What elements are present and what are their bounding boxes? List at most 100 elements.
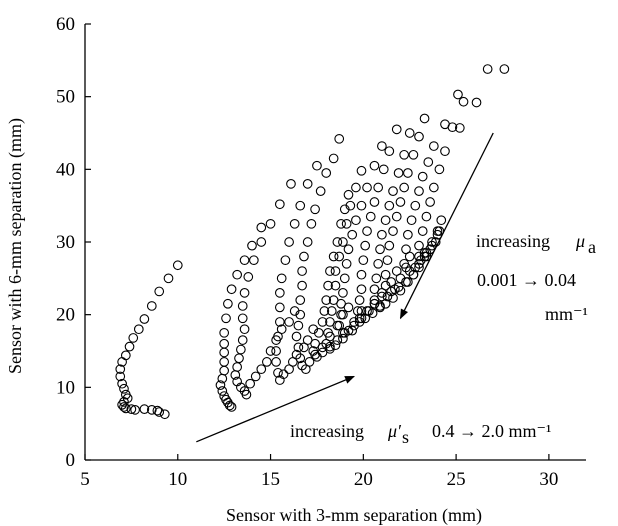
data-point xyxy=(241,389,252,400)
data-point xyxy=(230,370,241,380)
data-point xyxy=(273,331,283,342)
y-tick-label: 40 xyxy=(56,159,75,180)
data-point xyxy=(273,367,283,378)
data-point xyxy=(297,266,307,276)
data-point xyxy=(447,122,458,133)
data-point xyxy=(328,251,339,262)
mus-annotation-sub: s xyxy=(402,427,409,447)
series-10 xyxy=(369,128,430,313)
data-point xyxy=(250,371,261,382)
data-point xyxy=(119,402,129,412)
data-point xyxy=(221,313,231,324)
data-point xyxy=(336,298,346,309)
data-point xyxy=(256,364,267,375)
data-point xyxy=(343,189,354,200)
data-point xyxy=(319,306,330,316)
data-point xyxy=(219,327,230,338)
data-point xyxy=(223,298,233,309)
y-axis-title: Sensor with 6-mm separation (mm) xyxy=(5,118,26,374)
data-point xyxy=(336,309,346,320)
x-axis-title: Sensor with 3-mm separation (mm) xyxy=(226,505,482,526)
data-point xyxy=(338,309,348,320)
y-tick-label: 60 xyxy=(56,14,75,35)
data-point xyxy=(286,179,296,189)
data-point xyxy=(302,179,313,189)
data-point xyxy=(373,182,384,193)
data-point xyxy=(239,288,250,298)
data-point xyxy=(217,373,228,384)
data-point xyxy=(360,313,371,324)
data-point xyxy=(427,237,437,247)
data-point xyxy=(347,229,358,240)
data-point xyxy=(130,405,140,415)
data-point xyxy=(408,269,419,280)
data-point xyxy=(284,317,294,327)
x-tick-label: 5 xyxy=(80,469,90,490)
data-point xyxy=(401,277,411,287)
data-point xyxy=(369,160,380,171)
series-14 xyxy=(440,64,510,133)
data-point xyxy=(271,357,281,367)
data-point xyxy=(236,344,246,355)
series-1 xyxy=(115,260,183,420)
data-point xyxy=(367,308,378,319)
data-point xyxy=(159,409,170,420)
data-point xyxy=(261,357,272,367)
series-12 xyxy=(399,141,447,276)
data-point xyxy=(377,141,387,151)
data-point xyxy=(358,255,369,266)
data-point xyxy=(278,369,289,380)
data-point xyxy=(386,286,397,297)
data-point xyxy=(375,244,385,255)
data-point xyxy=(295,309,306,320)
data-point xyxy=(384,146,395,157)
data-point xyxy=(384,240,395,251)
data-point xyxy=(360,240,371,251)
data-point xyxy=(336,218,346,229)
data-point xyxy=(126,404,137,414)
data-point xyxy=(328,153,339,164)
data-point xyxy=(280,255,291,266)
data-point xyxy=(323,280,333,291)
data-point xyxy=(380,269,391,280)
data-point xyxy=(377,229,387,240)
data-point xyxy=(133,324,144,335)
data-point xyxy=(341,258,352,269)
data-point xyxy=(369,295,380,305)
mua-arrow xyxy=(399,132,494,320)
data-point xyxy=(299,251,309,262)
data-point xyxy=(124,341,135,352)
arrows xyxy=(196,132,494,443)
data-point xyxy=(414,251,424,262)
series-5 xyxy=(291,133,354,375)
data-point xyxy=(236,382,246,393)
data-point xyxy=(338,327,348,338)
data-point xyxy=(243,272,254,282)
data-point xyxy=(369,284,380,295)
data-point xyxy=(425,197,435,207)
data-point xyxy=(423,157,434,167)
data-point xyxy=(237,301,248,311)
data-point xyxy=(356,200,367,211)
data-point xyxy=(417,226,428,236)
data-point xyxy=(421,211,432,222)
data-point xyxy=(284,237,294,247)
data-point xyxy=(115,371,126,382)
data-point xyxy=(117,378,127,389)
mua-annotation-sub: a xyxy=(588,237,596,257)
data-point xyxy=(440,146,450,157)
data-point xyxy=(332,237,343,247)
data-point xyxy=(428,141,439,151)
data-point xyxy=(234,353,244,364)
data-point xyxy=(117,399,127,410)
data-point xyxy=(310,338,320,349)
data-point xyxy=(330,266,341,276)
y-tick-label: 10 xyxy=(56,377,75,398)
data-point xyxy=(219,338,230,349)
series-2 xyxy=(215,222,267,412)
data-point xyxy=(414,262,424,273)
data-point xyxy=(351,215,361,226)
data-point xyxy=(293,342,304,353)
data-point xyxy=(417,171,428,182)
x-tick-label: 15 xyxy=(261,469,280,490)
